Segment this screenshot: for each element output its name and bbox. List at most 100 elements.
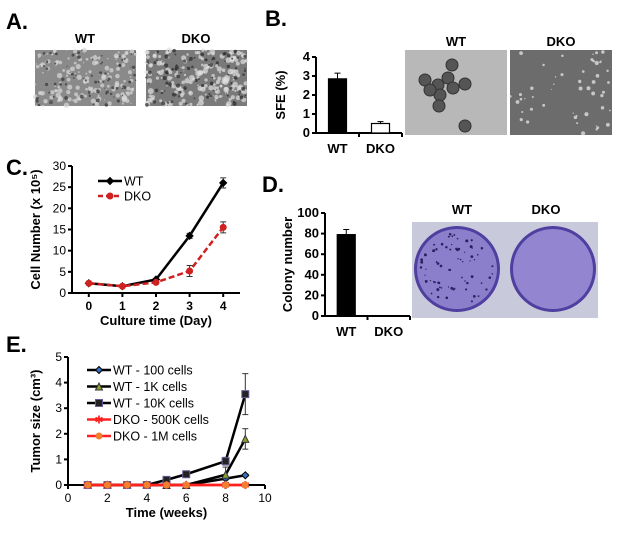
texture-dot (149, 63, 153, 67)
texture-dot (181, 55, 187, 61)
texture-dot (234, 67, 238, 70)
y-tick-label: 4 (55, 376, 62, 390)
texture-dot (129, 49, 135, 54)
texture-dot (132, 69, 135, 71)
chart-c: 0 5 10 15 20 25 30 Cell Number (x 10⁵) 0 1 2 3 4 Cult… (28, 159, 240, 328)
texture-dot (162, 60, 164, 63)
texture-dot (94, 55, 96, 57)
texture-dot (123, 57, 126, 60)
texture-dot (52, 95, 55, 98)
texture-dot (156, 60, 162, 66)
texture-dot (186, 104, 189, 107)
texture-dot (230, 95, 235, 100)
y-tick-label: 20 (53, 201, 67, 215)
texture-dot (59, 83, 63, 86)
texture-dot (529, 107, 533, 111)
sphere (423, 83, 437, 97)
d-wt-title: WT (452, 202, 472, 217)
texture-dot (88, 94, 91, 98)
x-tick-label: 3 (186, 299, 193, 313)
texture-dot (73, 61, 77, 65)
texture-dot (241, 51, 243, 53)
texture-dot (88, 92, 90, 95)
texture-dot (53, 62, 57, 65)
texture-dot (228, 97, 232, 101)
texture-dot (605, 122, 610, 127)
colony-dot (480, 282, 483, 284)
texture-dot (42, 64, 45, 68)
x-tick-label: 2 (104, 491, 111, 505)
texture-dot (106, 57, 109, 60)
texture-dot (62, 68, 66, 72)
texture-dot (34, 83, 37, 86)
texture-dot (97, 91, 99, 93)
texture-dot (183, 70, 185, 72)
texture-dot (156, 50, 160, 54)
texture-dot (560, 73, 564, 77)
texture-dot (193, 97, 196, 100)
y-tick-label: 1 (55, 452, 62, 466)
y-tick-label: 0 (312, 308, 319, 323)
texture-dot (107, 101, 112, 106)
colony-dot (466, 281, 469, 285)
texture-dot (85, 87, 88, 91)
texture-dot (123, 80, 126, 83)
colony-dot (432, 250, 434, 253)
texture-dot (205, 59, 208, 61)
texture-dot (238, 93, 240, 96)
texture-dot (204, 78, 208, 82)
y-tick-label: 15 (53, 223, 67, 237)
colony-dot (465, 288, 468, 291)
colony-plate-image (412, 222, 598, 318)
texture-dot (230, 82, 233, 85)
texture-dot (200, 52, 205, 57)
texture-dot (82, 77, 84, 79)
texture-dot (71, 53, 75, 57)
colony-dot (485, 288, 488, 291)
texture-dot (575, 114, 578, 117)
texture-dot (95, 60, 99, 65)
a-wt-title: WT (75, 31, 95, 46)
colony-dot (423, 253, 427, 257)
marker-circle (182, 481, 190, 489)
texture-dot (106, 84, 110, 88)
colony-dot (435, 248, 438, 251)
texture-dot (219, 84, 223, 88)
texture-dot (166, 84, 168, 87)
texture-dot (596, 126, 600, 130)
series-wt (84, 177, 228, 291)
texture-dot (63, 102, 70, 108)
texture-dot (226, 53, 231, 58)
colony-dot (448, 268, 452, 272)
texture-dot (38, 91, 41, 95)
texture-dot (165, 81, 169, 85)
bar-wt (336, 234, 356, 317)
texture-dot (57, 85, 61, 89)
texture-dot (216, 89, 218, 91)
texture-dot (67, 84, 73, 90)
colony-dot (447, 235, 450, 238)
y-axis-title: SFE (%) (273, 70, 288, 119)
texture-dot (210, 83, 213, 86)
texture-dot (157, 73, 159, 75)
y-tick-label: 2 (55, 427, 62, 441)
chart-b: 0 1 2 3 4 SFE (%) WT DKO (273, 49, 403, 156)
marker-diamond (185, 231, 194, 241)
texture-dot (84, 94, 88, 98)
texture-dot (176, 74, 180, 79)
texture-dot (183, 86, 187, 90)
texture-dot (204, 93, 207, 96)
texture-dot (572, 112, 574, 114)
texture-dot (97, 80, 100, 83)
marker-circle (186, 267, 194, 275)
texture-dot (199, 88, 202, 91)
texture-dot (171, 67, 175, 71)
texture-dot (196, 104, 199, 107)
colony-dot (424, 280, 428, 283)
marker-diamond (241, 471, 250, 480)
texture-dot (238, 90, 242, 94)
texture-dot (222, 78, 229, 85)
texture-dot (592, 53, 594, 55)
x-tick-label: 6 (183, 491, 190, 505)
texture-dot (146, 80, 148, 82)
